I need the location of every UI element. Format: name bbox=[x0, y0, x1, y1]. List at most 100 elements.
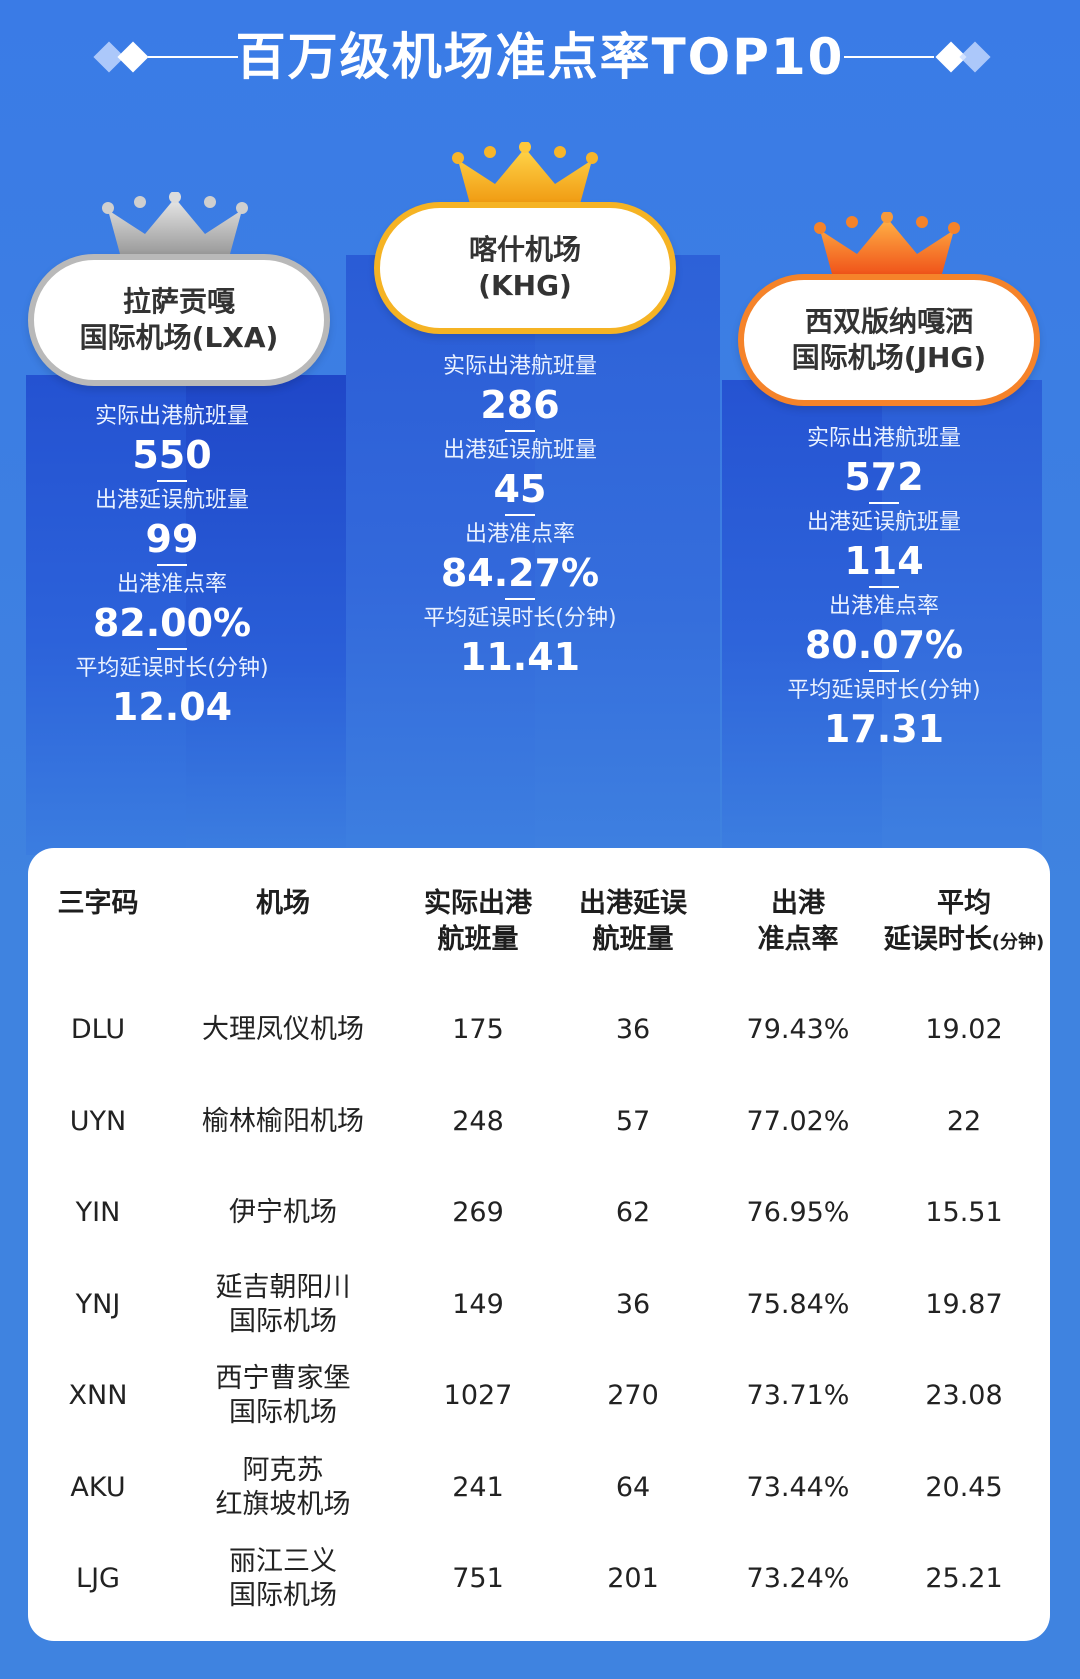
cell-ontime: 73.24% bbox=[746, 1563, 850, 1594]
header-line: 准点率 bbox=[757, 924, 839, 955]
stats-khg: 实际出港航班量 286 出港延误航班量 45 出港准点率 84.27% 平均延误… bbox=[400, 352, 640, 680]
table-row: YNJ 延吉朝阳川 国际机场 149 36 75.84% 19.87 bbox=[28, 1259, 1050, 1351]
cell-flights: 1027 bbox=[443, 1380, 513, 1411]
stat-label: 出港延误航班量 bbox=[806, 510, 961, 535]
header-text: 延误时长 bbox=[883, 924, 992, 955]
cell-avg: 20.45 bbox=[925, 1471, 1003, 1503]
stat-value: 99 bbox=[145, 517, 199, 561]
cell-ontime: 75.84% bbox=[746, 1288, 850, 1320]
stat-label: 出港准点率 bbox=[116, 572, 227, 597]
stat-value: 286 bbox=[480, 383, 560, 427]
stat-value: 80.07% bbox=[804, 623, 964, 667]
airport-name-pill-jhg: 西双版纳嘎洒 国际机场(JHG) bbox=[738, 274, 1040, 406]
cell-ontime: 73.44% bbox=[746, 1471, 850, 1503]
header-unit: (分钟) bbox=[991, 932, 1045, 953]
podium-column-center-shade bbox=[535, 255, 720, 855]
stat-divider bbox=[157, 480, 187, 482]
stat-label: 平均延误时长(分钟) bbox=[423, 606, 617, 631]
header-airport: 机场 bbox=[256, 888, 310, 919]
header-line: 平均 bbox=[937, 888, 991, 919]
airport-name-line: 国际机场 bbox=[229, 1397, 337, 1428]
airport-name-pill-lxa: 拉萨贡嘎 国际机场(LXA) bbox=[28, 254, 330, 386]
cell-airport: 伊宁机场 bbox=[178, 1167, 388, 1259]
header-avg-delay: 平均 延误时长(分钟) bbox=[878, 886, 1050, 961]
stat-value: 45 bbox=[493, 467, 547, 511]
stat-divider bbox=[869, 502, 899, 504]
table-row: AKU 阿克苏 红旗坡机场 241 64 73.44% 20.45 bbox=[28, 1442, 1050, 1534]
cell-ontime: 76.95% bbox=[746, 1197, 850, 1228]
cell-airport: 阿克苏 红旗坡机场 bbox=[178, 1442, 388, 1534]
cell-airport: 大理凤仪机场 bbox=[178, 984, 388, 1076]
header-line: 出港延误 bbox=[579, 888, 687, 919]
stats-jhg: 实际出港航班量 572 出港延误航班量 114 出港准点率 80.07% 平均延… bbox=[764, 424, 1004, 752]
stat-value: 12.04 bbox=[111, 685, 233, 729]
cell-flights: 175 bbox=[452, 1014, 504, 1045]
cell-delayed: 270 bbox=[607, 1380, 659, 1411]
stat-value: 572 bbox=[844, 455, 924, 499]
cell-delayed: 36 bbox=[615, 1288, 651, 1320]
header-ontime: 出港 准点率 bbox=[718, 886, 878, 958]
gold-crown-icon bbox=[452, 142, 598, 204]
stat-divider bbox=[869, 586, 899, 588]
airport-name-line: 西双版纳嘎洒 bbox=[804, 305, 973, 338]
cell-avg: 25.21 bbox=[925, 1563, 1003, 1594]
cell-flights: 269 bbox=[452, 1197, 504, 1228]
table-row: UYN 榆林榆阳机场 248 57 77.02% 22 bbox=[28, 1076, 1050, 1168]
podium-column-left-shade bbox=[186, 375, 346, 855]
silver-crown-icon bbox=[102, 192, 248, 254]
cell-delayed: 36 bbox=[615, 1014, 651, 1045]
table-row: XNN 西宁曹家堡 国际机场 1027 270 73.71% 23.08 bbox=[28, 1350, 1050, 1442]
airport-name-line: 延吉朝阳川 bbox=[215, 1271, 351, 1303]
stat-divider bbox=[505, 598, 535, 600]
diamond-icon bbox=[959, 41, 991, 73]
stat-value: 11.41 bbox=[459, 635, 581, 679]
stat-value: 82.00% bbox=[92, 601, 252, 645]
cell-avg: 23.08 bbox=[925, 1380, 1003, 1411]
airport-name-line: 拉萨贡嘎 bbox=[122, 285, 235, 318]
header-line: 延误时长(分钟) bbox=[878, 922, 1050, 961]
cell-avg: 19.87 bbox=[925, 1288, 1003, 1320]
header-line: 实际出港 bbox=[424, 888, 532, 919]
left-title-decoration bbox=[92, 22, 242, 92]
table-row: LJG 丽江三义 国际机场 751 201 73.24% 25.21 bbox=[28, 1533, 1050, 1625]
stat-divider bbox=[869, 670, 899, 672]
header-line: 出港 bbox=[771, 888, 825, 919]
stat-label: 出港延误航班量 bbox=[94, 488, 249, 513]
header-delayed: 出港延误 航班量 bbox=[558, 886, 708, 958]
stat-value: 84.27% bbox=[440, 551, 600, 595]
cell-delayed: 57 bbox=[615, 1105, 651, 1137]
airport-name-pill-khg: 喀什机场 (KHG) bbox=[374, 202, 676, 334]
bronze-crown-icon bbox=[814, 212, 960, 274]
podium-column-right-shade bbox=[882, 380, 1042, 855]
airport-name-line: 国际机场 bbox=[229, 1580, 337, 1611]
cell-avg: 15.51 bbox=[925, 1197, 1003, 1228]
airport-name-line: 国际机场(LXA) bbox=[79, 321, 279, 354]
airport-name-line: 国际机场 bbox=[229, 1305, 337, 1337]
cell-code: LJG bbox=[76, 1563, 120, 1594]
stat-label: 出港延误航班量 bbox=[442, 438, 597, 463]
stats-lxa: 实际出港航班量 550 出港延误航班量 99 出港准点率 82.00% 平均延误… bbox=[52, 402, 292, 730]
table-header: 三字码 机场 实际出港 航班量 出港延误 航班量 出港 准点率 平均 延误时长(… bbox=[28, 886, 1050, 966]
cell-code: AKU bbox=[70, 1471, 126, 1503]
stat-value: 550 bbox=[132, 433, 212, 477]
airport-name-line: 伊宁机场 bbox=[229, 1197, 337, 1228]
cell-ontime: 73.71% bbox=[746, 1380, 850, 1411]
airport-name-line: (KHG) bbox=[478, 269, 572, 302]
header-line: 航班量 bbox=[437, 924, 519, 955]
airport-name-line: 阿克苏 bbox=[242, 1454, 324, 1486]
airport-name-line: 喀什机场 bbox=[468, 233, 581, 266]
cell-code: DLU bbox=[70, 1014, 126, 1045]
ranking-table: 三字码 机场 实际出港 航班量 出港延误 航班量 出港 准点率 平均 延误时长(… bbox=[28, 848, 1050, 1641]
airport-name-line: 丽江三义 bbox=[229, 1546, 337, 1577]
header-code: 三字码 bbox=[57, 888, 139, 919]
cell-flights: 149 bbox=[452, 1288, 504, 1320]
stat-label: 平均延误时长(分钟) bbox=[787, 678, 981, 703]
stat-label: 实际出港航班量 bbox=[442, 354, 597, 379]
cell-flights: 248 bbox=[452, 1105, 504, 1137]
stat-divider bbox=[505, 430, 535, 432]
stat-label: 出港准点率 bbox=[464, 522, 575, 547]
stat-value: 17.31 bbox=[823, 707, 945, 751]
cell-airport: 丽江三义 国际机场 bbox=[178, 1533, 388, 1625]
table-row: DLU 大理凤仪机场 175 36 79.43% 19.02 bbox=[28, 984, 1050, 1076]
stat-label: 实际出港航班量 bbox=[806, 426, 961, 451]
